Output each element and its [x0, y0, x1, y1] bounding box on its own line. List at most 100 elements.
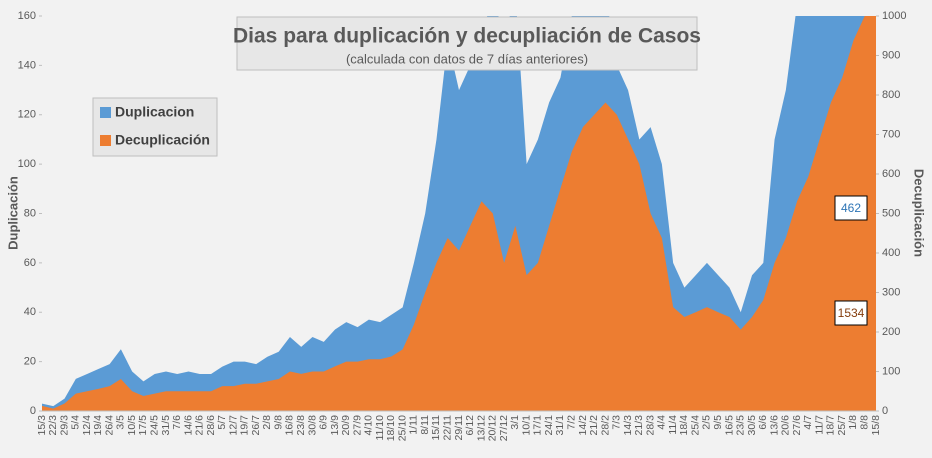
y-tick-label: 160	[18, 10, 36, 22]
x-tick-label: 9/5	[712, 415, 724, 430]
x-tick-label: 9/8	[272, 415, 284, 430]
legend-label: Duplicacion	[115, 104, 194, 120]
y-tick-label: 140	[18, 59, 36, 71]
x-tick-label: 22/11	[442, 415, 454, 441]
y2-tick-label: 0	[882, 405, 888, 417]
x-tick-label: 17/5	[137, 415, 149, 436]
x-tick-label: 25/7	[836, 415, 848, 436]
x-tick-label: 1/11	[408, 415, 420, 435]
x-tick-label: 17/1	[532, 415, 544, 436]
y-axis-title: Duplicación	[5, 176, 20, 250]
x-tick-label: 20/9	[340, 415, 352, 436]
plot-area	[42, 16, 876, 411]
y2-axis-title: Decuplicación	[912, 169, 927, 257]
x-tick-label: 25/4	[689, 415, 701, 436]
x-tick-label: 14/2	[577, 415, 589, 436]
y2-tick-label: 100	[882, 365, 900, 377]
x-tick-label: 27/6	[791, 415, 803, 436]
x-tick-label: 3/5	[115, 415, 127, 430]
x-tick-label: 2/5	[701, 415, 713, 430]
area	[42, 16, 876, 411]
x-tick-label: 2/8	[261, 415, 273, 430]
x-tick-label: 23/5	[735, 415, 747, 436]
x-tick-label: 23/8	[295, 415, 307, 436]
x-tick-label: 28/3	[644, 415, 656, 436]
x-tick-label: 1/8	[847, 415, 859, 430]
y-tick-label: 20	[24, 356, 36, 368]
y2-tick-label: 800	[882, 89, 900, 101]
x-tick-label: 18/10	[385, 415, 397, 441]
x-tick-label: 22/3	[47, 415, 59, 436]
y2-tick-label: 900	[882, 49, 900, 61]
x-tick-label: 18/7	[825, 415, 837, 436]
x-tick-label: 14/6	[182, 415, 194, 436]
x-tick-label: 13/9	[329, 415, 341, 436]
x-tick-label: 5/4	[70, 415, 82, 430]
x-tick-label: 7/6	[171, 415, 183, 430]
x-tick-label: 30/8	[306, 415, 318, 436]
legend-swatch	[100, 135, 111, 146]
y2-tick-label: 1000	[882, 10, 906, 22]
x-tick-label: 11/7	[813, 415, 825, 435]
y-tick-label: 100	[18, 158, 36, 170]
chart-subtitle: (calculada con datos de 7 días anteriore…	[346, 51, 588, 66]
x-tick-label: 11/4	[667, 415, 679, 435]
x-tick-label: 24/1	[543, 415, 555, 436]
x-tick-label: 15/3	[36, 415, 48, 436]
x-tick-label: 4/10	[363, 415, 375, 436]
x-tick-label: 31/5	[160, 415, 172, 436]
x-tick-label: 27/12	[498, 415, 510, 441]
x-tick-label: 19/4	[92, 415, 104, 436]
y2-tick-label: 300	[882, 286, 900, 298]
x-tick-label: 28/6	[205, 415, 217, 436]
title-box	[236, 16, 698, 71]
x-tick-label: 7/2	[565, 415, 577, 430]
x-tick-label: 3/1	[509, 415, 521, 430]
y-tick-label: 40	[24, 306, 36, 318]
y-tick-label: 0	[30, 405, 36, 417]
x-tick-label: 16/8	[284, 415, 296, 436]
x-tick-label: 26/7	[250, 415, 262, 436]
x-tick-label: 30/5	[746, 415, 758, 436]
x-tick-label: 21/2	[588, 415, 600, 436]
x-tick-label: 27/9	[351, 415, 363, 436]
x-tick-label: 24/5	[148, 415, 160, 436]
annotation: 462	[841, 201, 861, 215]
x-tick-label: 15/8	[870, 415, 882, 436]
chart-title: Dias para duplicación y decupliación de …	[233, 25, 701, 48]
y2-tick-label: 500	[882, 207, 900, 219]
x-tick-label: 8/11	[419, 415, 431, 435]
x-tick-label: 19/7	[239, 415, 251, 436]
y2-tick-label: 700	[882, 128, 900, 140]
legend-box	[92, 97, 218, 157]
x-tick-label: 6/6	[757, 415, 769, 430]
x-tick-label: 26/4	[103, 415, 115, 436]
x-tick-label: 13/6	[768, 415, 780, 436]
x-tick-label: 29/3	[58, 415, 70, 436]
y-tick-label: 120	[18, 109, 36, 121]
x-tick-label: 4/4	[656, 415, 668, 430]
x-tick-label: 5/7	[216, 415, 228, 430]
y-tick-label: 80	[24, 207, 36, 219]
x-tick-label: 12/4	[81, 415, 93, 436]
x-tick-label: 8/8	[859, 415, 871, 430]
x-tick-label: 11/10	[374, 415, 386, 441]
x-tick-label: 20/6	[780, 415, 792, 436]
x-tick-label: 12/7	[227, 415, 239, 436]
annotation-box	[834, 300, 868, 326]
y2-tick-label: 200	[882, 326, 900, 338]
x-tick-label: 6/12	[464, 415, 476, 436]
x-tick-label: 16/5	[723, 415, 735, 436]
x-tick-label: 13/12	[475, 415, 487, 441]
x-tick-label: 14/3	[622, 415, 634, 436]
x-tick-label: 20/12	[487, 415, 499, 441]
x-tick-label: 21/3	[633, 415, 645, 436]
legend-label: Decuplicación	[115, 132, 210, 148]
x-tick-label: 18/4	[678, 415, 690, 436]
legend-swatch	[100, 107, 111, 118]
x-tick-label: 15/11	[430, 415, 442, 441]
x-tick-label: 7/3	[611, 415, 623, 430]
x-tick-label: 28/2	[599, 415, 611, 436]
